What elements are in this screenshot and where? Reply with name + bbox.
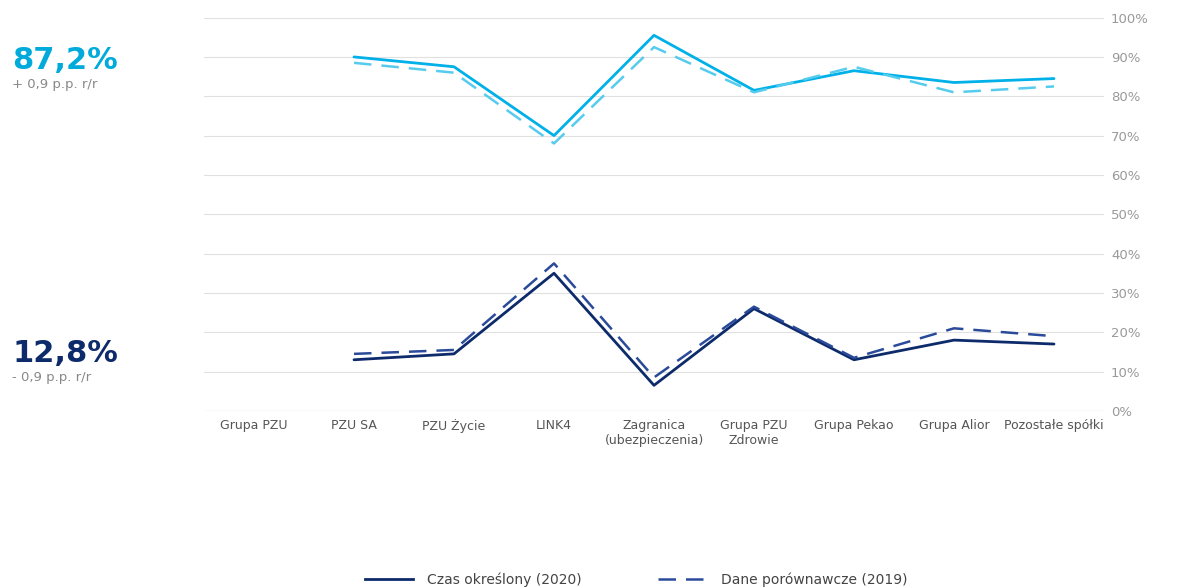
- Text: - 0,9 p.p. r/r: - 0,9 p.p. r/r: [12, 371, 91, 384]
- Text: 87,2%: 87,2%: [12, 46, 118, 75]
- Legend: Czas określony (2020), Czas nieokreślony (2020), Dane porównawcze (2019), Dane p: Czas określony (2020), Czas nieokreślony…: [359, 567, 913, 587]
- Text: + 0,9 p.p. r/r: + 0,9 p.p. r/r: [12, 78, 97, 91]
- Text: 12,8%: 12,8%: [12, 339, 118, 369]
